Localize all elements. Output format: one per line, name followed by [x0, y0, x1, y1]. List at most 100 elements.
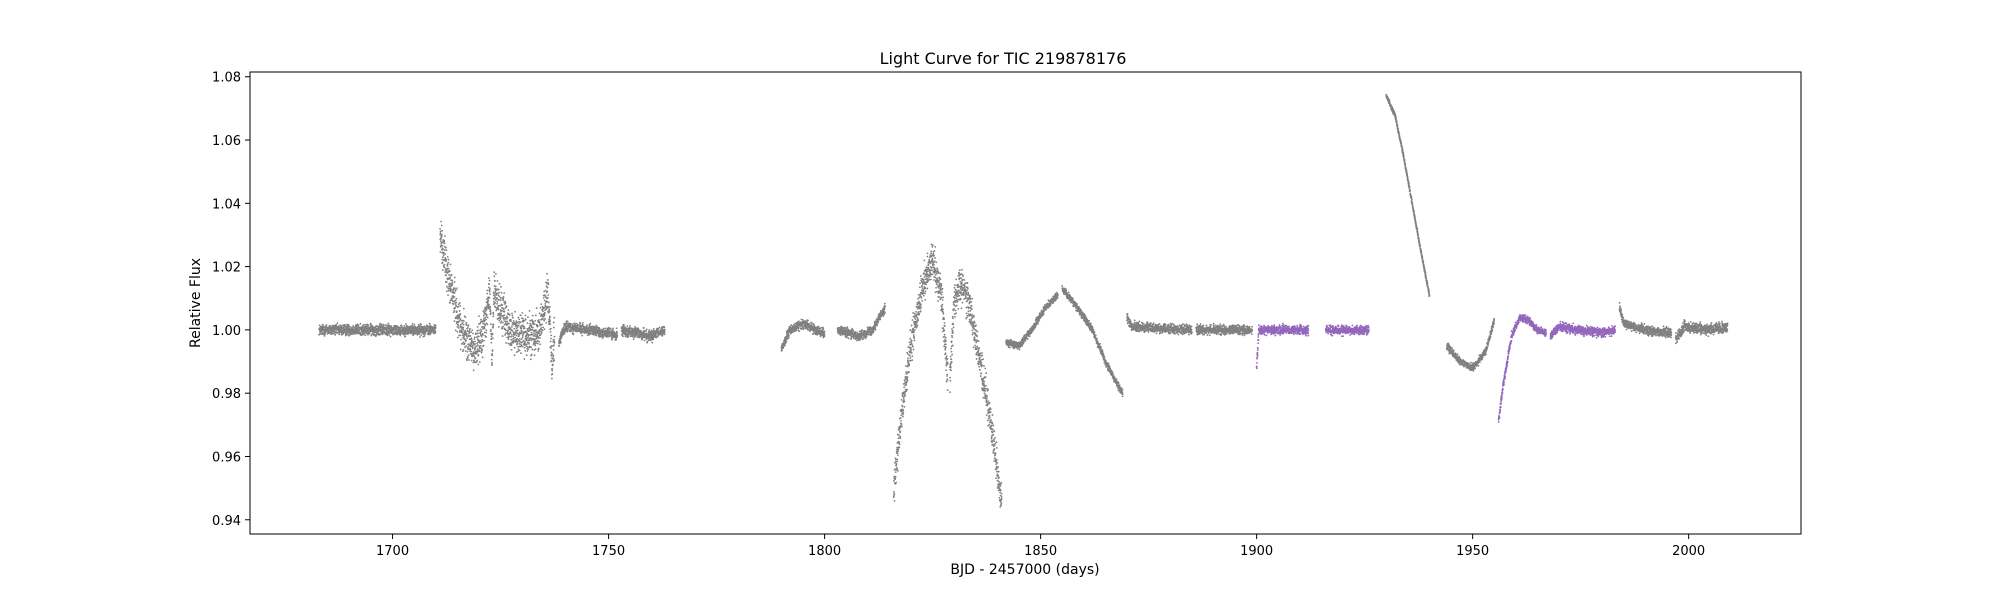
data-point	[459, 318, 462, 320]
data-point	[552, 348, 555, 351]
data-point	[503, 318, 505, 321]
data-point	[446, 267, 449, 270]
data-point	[923, 272, 925, 274]
data-point	[842, 326, 845, 329]
data-point	[896, 452, 899, 455]
data-point	[661, 327, 664, 330]
data-point	[489, 309, 492, 311]
data-point	[505, 329, 508, 332]
data-point	[924, 290, 927, 293]
data-point	[846, 336, 848, 339]
data-point	[495, 273, 497, 275]
data-point	[440, 235, 443, 238]
data-point	[501, 304, 504, 306]
data-point	[392, 333, 394, 336]
data-point	[470, 337, 473, 340]
data-point	[909, 329, 912, 331]
data-point	[506, 316, 509, 319]
data-point	[469, 327, 471, 330]
data-point	[321, 323, 324, 326]
data-point	[513, 328, 516, 330]
data-point	[812, 330, 815, 333]
data-point	[883, 308, 886, 311]
data-point	[476, 332, 479, 335]
data-point	[912, 311, 914, 314]
data-point	[450, 297, 453, 300]
data-point	[550, 360, 553, 362]
data-point	[440, 224, 443, 227]
data-point	[468, 359, 470, 361]
data-point	[924, 298, 927, 301]
data-point	[532, 321, 535, 324]
data-point	[485, 313, 488, 316]
data-point	[488, 286, 490, 289]
data-point	[523, 346, 526, 349]
data-point	[897, 450, 899, 452]
data-point	[472, 340, 475, 343]
data-point	[861, 329, 864, 332]
data-point	[931, 269, 933, 272]
data-point	[922, 278, 925, 281]
data-point	[643, 339, 646, 342]
data-point	[903, 405, 906, 408]
data-point	[895, 481, 898, 484]
data-point	[579, 322, 582, 325]
data-point	[546, 286, 549, 289]
data-point	[926, 255, 929, 258]
data-point	[905, 365, 907, 367]
data-point	[901, 415, 904, 418]
data-point	[460, 319, 463, 322]
data-point	[453, 296, 456, 298]
data-point	[509, 332, 512, 335]
data-point	[865, 335, 868, 338]
data-point	[572, 333, 575, 336]
data-point	[550, 334, 553, 337]
data-point	[919, 282, 921, 285]
data-point	[471, 329, 474, 332]
data-point	[473, 361, 476, 364]
data-point	[531, 328, 534, 331]
data-point	[508, 314, 511, 316]
data-point	[931, 244, 934, 247]
data-point	[473, 359, 475, 362]
data-point	[456, 326, 459, 328]
data-point	[340, 325, 343, 328]
data-point	[543, 313, 546, 316]
data-point	[937, 287, 940, 289]
data-point	[502, 296, 505, 298]
data-point	[444, 256, 447, 259]
data-point	[926, 277, 929, 280]
data-point	[439, 230, 442, 233]
data-point	[480, 328, 482, 331]
data-point	[511, 329, 514, 332]
data-point	[503, 310, 506, 313]
data-point	[489, 312, 492, 315]
data-point	[930, 250, 933, 253]
data-point	[904, 393, 906, 396]
data-point	[535, 307, 538, 310]
data-point	[808, 322, 811, 325]
data-point	[536, 339, 539, 342]
data-point	[492, 323, 495, 326]
data-point	[899, 430, 902, 433]
data-point	[520, 352, 522, 355]
data-point	[459, 305, 462, 307]
data-point	[930, 252, 933, 255]
data-point	[920, 304, 922, 306]
data-point	[404, 335, 407, 338]
data-point	[529, 358, 532, 361]
data-point	[937, 271, 940, 274]
data-point	[348, 325, 351, 328]
data-point	[441, 269, 444, 272]
data-point	[623, 324, 625, 326]
data-point	[473, 336, 476, 339]
data-point	[534, 344, 537, 347]
data-point	[897, 448, 900, 451]
data-point	[439, 233, 442, 236]
data-point	[374, 331, 377, 334]
data-point	[553, 344, 555, 347]
data-point	[615, 330, 618, 333]
data-point	[486, 323, 489, 326]
data-point	[539, 343, 541, 346]
